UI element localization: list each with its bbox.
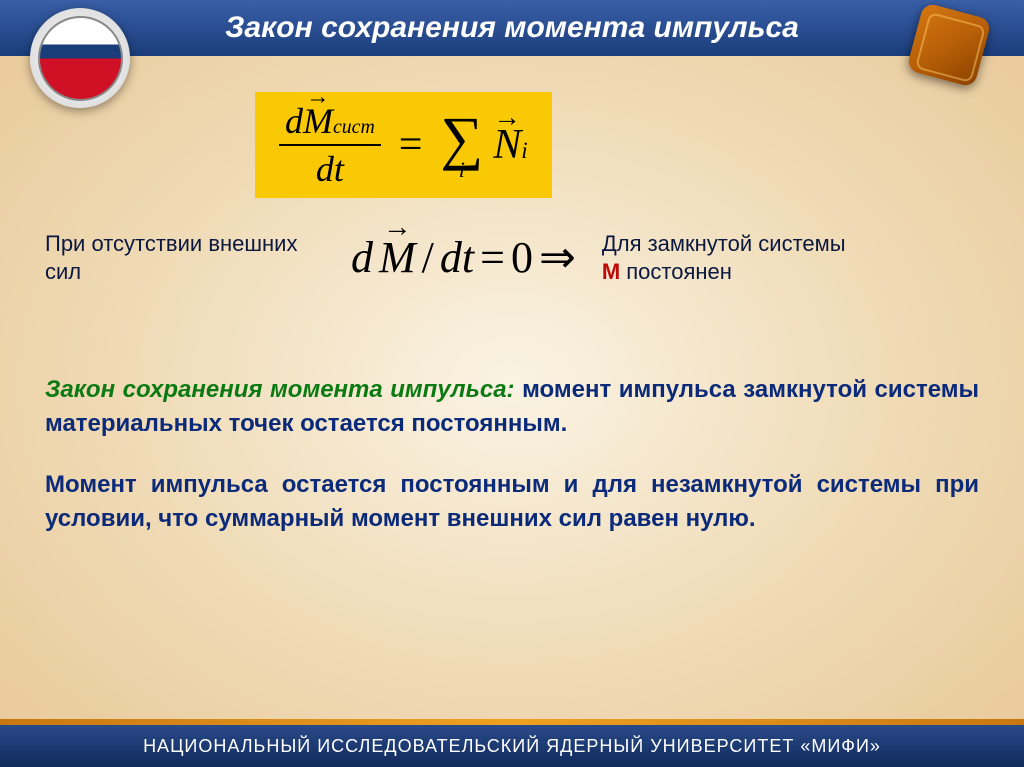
slide: Закон сохранения момента импульса d M си… [0, 0, 1024, 767]
sum-block: ∑ i [440, 111, 483, 179]
m-vector: M [303, 100, 333, 142]
footer-bar: НАЦИОНАЛЬНЫЙ ИССЛЕДОВАТЕЛЬСКИЙ ЯДЕРНЫЙ У… [0, 725, 1024, 767]
university-emblem-icon [30, 8, 130, 108]
d-symbol: d [285, 100, 303, 142]
slash: / [422, 232, 434, 283]
d-symbol-2: d [351, 232, 373, 283]
constant-word: постоянен [620, 259, 732, 284]
content-area: d M сист dt = ∑ i N i При отсутствии в [0, 56, 1024, 535]
closed-system-line: Для замкнутой системы [602, 231, 846, 256]
equals-sign: = [399, 121, 423, 169]
n-vector: N [493, 121, 521, 169]
condition-right-text: Для замкнутой системы М постоянен [602, 230, 846, 285]
law-statement-1: Закон сохранения момента импульса: момен… [45, 373, 979, 440]
header-bar: Закон сохранения момента импульса [0, 0, 1024, 56]
law-title: Закон сохранения момента импульса: [45, 376, 522, 403]
equals-2: = [480, 232, 505, 283]
page-title: Закон сохранения момента импульса [225, 11, 799, 45]
implies-arrow-icon: ⇒ [539, 232, 576, 283]
zero: 0 [511, 232, 533, 283]
sigma-subscript: i [459, 161, 465, 179]
fraction-denominator: dt [316, 146, 344, 190]
emblem-shield-icon [38, 16, 123, 101]
fraction-numerator: d M сист [279, 100, 381, 146]
law-statement-2: Момент импульса остается постоянным и дл… [45, 468, 979, 535]
fraction: d M сист dt [279, 100, 381, 190]
cube-icon [906, 2, 992, 88]
main-formula-box: d M сист dt = ∑ i N i [255, 92, 552, 198]
m-vector-2: M [379, 232, 416, 283]
condition-left-text: При отсутствии внешних сил [45, 230, 325, 285]
main-formula: d M сист dt = ∑ i N i [279, 100, 528, 190]
footer-text: НАЦИОНАЛЬНЫЙ ИССЛЕДОВАТЕЛЬСКИЙ ЯДЕРНЫЙ У… [143, 736, 881, 757]
m-constant: М [602, 259, 620, 284]
rhs-term: N i [493, 121, 527, 169]
cube-logo-icon [914, 10, 999, 95]
m-subscript: сист [333, 116, 375, 139]
dt-symbol: dt [440, 232, 474, 283]
condition-row: При отсутствии внешних сил dM / dt = 0 ⇒… [45, 230, 979, 285]
condition-formula: dM / dt = 0 ⇒ [351, 232, 576, 283]
n-subscript: i [521, 137, 527, 164]
